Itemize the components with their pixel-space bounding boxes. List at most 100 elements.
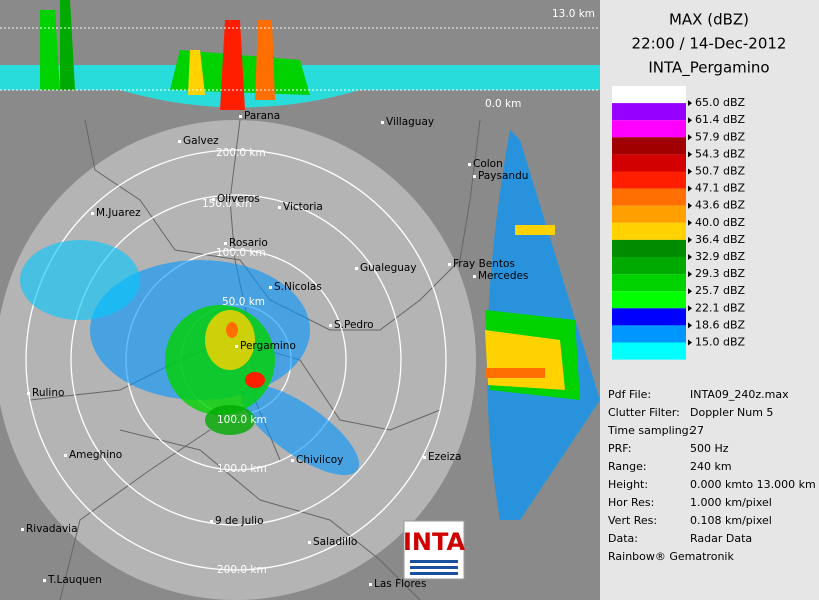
legend-pointer [688,100,692,107]
place-label: Parana [244,110,280,122]
place-label: Paysandu [478,170,528,182]
legend-label: 43.6 dBZ [695,199,746,212]
info-label: Hor Res: [608,496,654,509]
legend-swatch [612,188,686,206]
place-dot [473,275,476,278]
legend-pointer [688,219,692,226]
info-value: 0.108 km/pixel [690,514,772,527]
header-line: 22:00 / 14-Dec-2012 [632,35,787,53]
legend-label: 36.4 dBZ [695,233,746,246]
place-dot [43,579,46,582]
legend-swatch [612,325,686,343]
info-value: Doppler Num 5 [690,406,773,419]
legend-label: 40.0 dBZ [695,216,746,229]
legend-swatch [612,291,686,309]
place-label: M.Juarez [96,207,141,219]
ring-label: 100.0 km [217,414,267,426]
place-label: Gualeguay [360,262,417,274]
legend-pointer [688,322,692,329]
ring-label: 100.0 km [216,247,266,259]
place-dot [355,267,358,270]
place-label: Ameghino [69,449,122,461]
legend-pointer [688,236,692,243]
legend-pointer [688,117,692,124]
legend-swatch [612,120,686,138]
info: Pdf File: INTA09_240z.max Clutter Filter: D… [607,388,816,545]
legend-swatch [612,86,686,104]
place-dot [91,212,94,215]
place-labels: Galvez Oliveros Victoria Rosario M.Juare… [21,110,528,590]
legend-swatch [612,137,686,155]
info-value: 27 [690,424,704,437]
info-label: Vert Res: [608,514,657,527]
place-dot [291,459,294,462]
place-dot [178,140,181,143]
legend-label: 50.7 dBZ [695,165,746,178]
legend-pointer [688,271,692,278]
height-bottom-label: 0.0 km [485,98,521,110]
legend-label: 18.6 dBZ [695,318,746,331]
place-dot [308,541,311,544]
info-label: Height: [608,478,648,491]
place-dot [269,286,272,289]
place-dot [210,520,213,523]
ring-label: 100.0 km [217,463,267,475]
place-dot [423,456,426,459]
ring-label: 50.0 km [222,296,265,308]
legend-label: 22.1 dBZ [695,301,746,314]
place-dot [329,324,332,327]
info-label: Range: [608,460,647,473]
place-dot [448,263,451,266]
info-label: Clutter Filter: [608,406,680,419]
place-dot [473,175,476,178]
info-value: 1.000 km/pixel [690,496,772,509]
place-dot [64,454,67,457]
legend-label: 29.3 dBZ [695,267,746,280]
legend-pointer [688,305,692,312]
place-label: T.Lauquen [47,574,102,586]
place-dot [27,392,30,395]
info-value: INTA09_240z.max [690,388,789,401]
place-label: Rulino [32,387,64,399]
legend-label: 15.0 dBZ [695,336,746,349]
place-label: Victoria [283,201,323,213]
legend-label: 47.1 dBZ [695,182,746,195]
legend-pointer [688,151,692,158]
place-label: Las Flores [374,578,427,590]
ring-labels: 200.0 km 150.0 km 100.0 km 50.0 km 100.0… [202,147,267,576]
place-dot [381,121,384,124]
place-label: S.Pedro [334,319,374,331]
place-dot [212,198,215,201]
legend-swatch [612,257,686,275]
legend-pointer [688,134,692,141]
place-label: Oliveros [217,193,260,205]
legend: 65.0 dBZ 61.4 dBZ 57.9 dBZ 54.3 dBZ 50.7 dBZ… [612,86,746,360]
place-label: Mercedes [478,270,528,282]
place-label: Colon [473,158,503,170]
top-section [0,0,600,110]
info-label: Pdf File: [608,388,651,401]
logo-text: INTA [403,528,466,556]
place-dot [235,345,238,348]
legend-swatch [612,171,686,189]
legend-label: 25.7 dBZ [695,284,746,297]
legend-pointer [688,202,692,209]
logo: INTA [403,520,466,580]
legend-swatch [612,103,686,121]
place-label: Chivilcoy [296,454,343,466]
legend-label: 61.4 dBZ [695,113,746,126]
place-label: Pergamino [240,340,296,352]
radar-echoes [20,240,360,476]
info-value: 500 Hz [690,442,729,455]
info-value: 0.000 kmto 13.000 km [690,478,816,491]
legend-swatch [612,342,686,360]
legend-swatch [612,308,686,326]
place-label: Ezeiza [428,451,461,463]
place-dot [468,163,471,166]
info-label: Time sampling: [607,424,692,437]
ring-label: 200.0 km [216,147,266,159]
info-label: PRF: [608,442,631,455]
legend-pointer [688,185,692,192]
right-section [485,130,600,520]
